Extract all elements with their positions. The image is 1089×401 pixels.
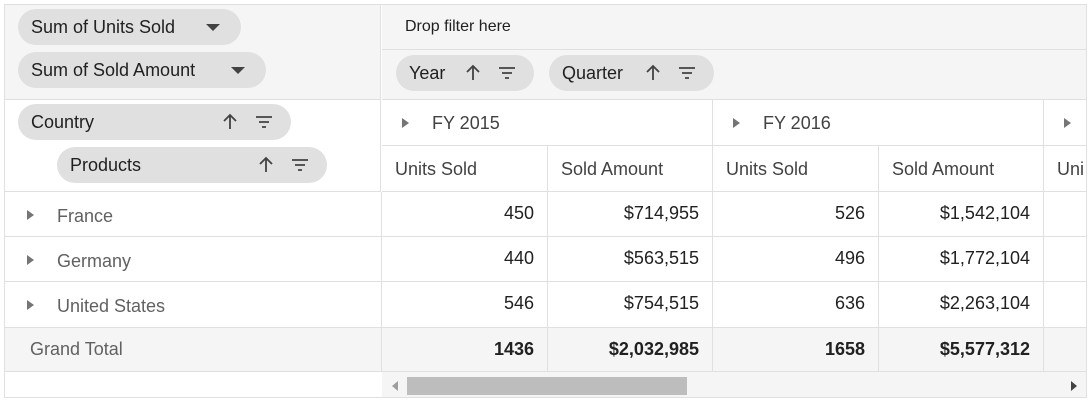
grand-total-cell[interactable]	[1044, 328, 1086, 372]
grand-total-header: Grand Total	[5, 328, 382, 372]
scrollbar-thumb[interactable]	[407, 377, 687, 395]
value-cell[interactable]: $714,955	[548, 192, 713, 237]
caret-down-icon[interactable]	[231, 67, 245, 74]
measure-header[interactable]: Sold Amount	[548, 146, 713, 192]
value-cell[interactable]: 496	[713, 237, 879, 282]
rows-axis-panel: Country Products	[5, 100, 381, 192]
scroll-left-button[interactable]	[382, 372, 406, 397]
values-axis-panel: Sum of Units Sold Sum of Sold Amount	[5, 5, 381, 100]
column-header-fy-2016[interactable]: FY 2016	[713, 100, 1044, 146]
pivot-table: Sum of Units Sold Sum of Sold Amount Dro…	[4, 4, 1087, 398]
sort-ascending-icon[interactable]	[463, 63, 483, 83]
measure-header[interactable]: Sold Amount	[879, 146, 1044, 192]
grand-total-cell[interactable]: 1658	[713, 328, 879, 372]
chevron-left-icon	[392, 381, 398, 391]
filter-icon[interactable]	[290, 155, 310, 175]
caret-down-icon[interactable]	[206, 24, 220, 31]
value-chip-label: Sum of Sold Amount	[31, 59, 196, 80]
row-header-france[interactable]: France	[5, 192, 382, 237]
value-cell[interactable]: 450	[382, 192, 548, 237]
expand-icon[interactable]	[1064, 118, 1071, 128]
sort-ascending-icon[interactable]	[220, 112, 240, 132]
row-header-label: United States	[57, 296, 166, 316]
value-cell[interactable]: 636	[713, 282, 879, 328]
column-chip-label: Year	[409, 62, 446, 83]
value-cell[interactable]: $1,542,104	[879, 192, 1044, 237]
expand-icon[interactable]	[402, 118, 409, 128]
row-chip-country[interactable]: Country	[18, 104, 291, 140]
expand-icon[interactable]	[27, 300, 34, 310]
value-cell[interactable]: 526	[713, 192, 879, 237]
grand-total-cell[interactable]: $2,032,985	[548, 328, 713, 372]
value-cell[interactable]: $2,263,104	[879, 282, 1044, 328]
value-chip-label: Sum of Units Sold	[31, 16, 176, 37]
filter-icon[interactable]	[677, 63, 697, 83]
value-cell[interactable]: $563,515	[548, 237, 713, 282]
value-cell[interactable]	[1044, 192, 1086, 237]
column-chip-year[interactable]: Year	[396, 55, 534, 91]
horizontal-scrollbar[interactable]	[382, 372, 1086, 397]
row-header-label: Germany	[57, 251, 132, 271]
row-chip-label: Country	[31, 111, 95, 132]
value-cell[interactable]: $754,515	[548, 282, 713, 328]
grand-total-label: Grand Total	[30, 339, 123, 359]
columns-axis-panel: Year Quarter	[382, 50, 1086, 100]
value-cell[interactable]	[1044, 237, 1086, 282]
expand-icon[interactable]	[27, 210, 34, 220]
measure-header[interactable]: Uni	[1044, 146, 1086, 192]
row-header-label: France	[57, 206, 114, 226]
value-cell[interactable]	[1044, 282, 1086, 328]
chevron-right-icon	[1071, 381, 1077, 391]
grand-total-cell[interactable]: 1436	[382, 328, 548, 372]
sort-ascending-icon[interactable]	[256, 155, 276, 175]
column-chip-label: Quarter	[562, 62, 624, 83]
grand-total-cell[interactable]: $5,577,312	[879, 328, 1044, 372]
expand-icon[interactable]	[27, 255, 34, 265]
filter-icon[interactable]	[497, 63, 517, 83]
column-header-label: FY 2016	[763, 113, 831, 133]
column-header-label: FY 2015	[432, 113, 500, 133]
expand-icon[interactable]	[733, 118, 740, 128]
row-header-united-states[interactable]: United States	[5, 282, 382, 328]
sort-ascending-icon[interactable]	[643, 63, 663, 83]
row-chip-products[interactable]: Products	[57, 147, 327, 183]
scroll-right-button[interactable]	[1062, 372, 1086, 397]
measure-header-label: Units Sold	[395, 159, 478, 179]
value-cell[interactable]: $1,772,104	[879, 237, 1044, 282]
column-chip-quarter[interactable]: Quarter	[549, 55, 714, 91]
row-chip-label: Products	[70, 154, 142, 175]
filter-drop-placeholder: Drop filter here	[405, 18, 511, 35]
measure-header-label: Sold Amount	[892, 159, 995, 179]
measure-header[interactable]: Units Sold	[382, 146, 548, 192]
measure-header-label: Sold Amount	[561, 159, 664, 179]
measure-header[interactable]: Units Sold	[713, 146, 879, 192]
column-header-next[interactable]	[1044, 100, 1086, 146]
value-chip-units-sold[interactable]: Sum of Units Sold	[18, 9, 241, 45]
value-cell[interactable]: 440	[382, 237, 548, 282]
measure-header-label: Units Sold	[726, 159, 809, 179]
value-cell[interactable]: 546	[382, 282, 548, 328]
measure-header-label: Uni	[1057, 159, 1085, 179]
column-header-fy-2015[interactable]: FY 2015	[382, 100, 713, 146]
filter-icon[interactable]	[254, 112, 274, 132]
value-chip-sold-amount[interactable]: Sum of Sold Amount	[18, 52, 266, 88]
row-header-germany[interactable]: Germany	[5, 237, 382, 282]
filter-axis-panel[interactable]: Drop filter here	[382, 5, 1086, 50]
